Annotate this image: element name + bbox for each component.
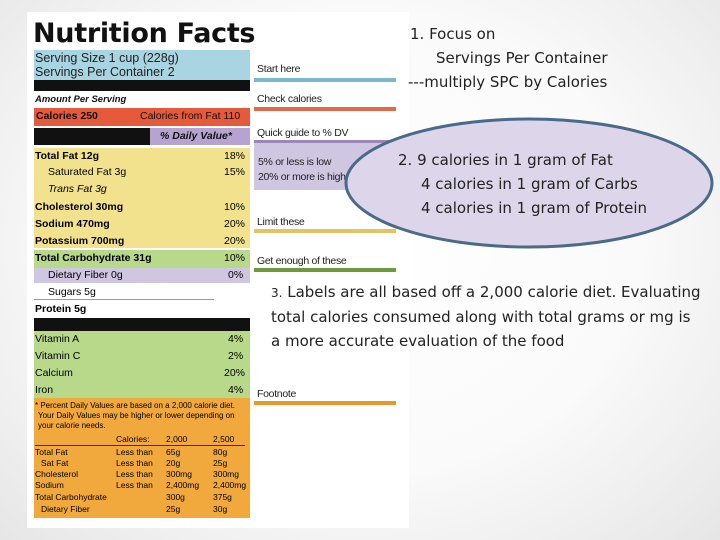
note3-text: 3. Labels are all based off a 2,000 calo… (271, 280, 701, 353)
footnote-line-3: your calorie needs. (38, 421, 106, 430)
pct-vitamin-a: 4% (228, 333, 244, 345)
serving-size: Serving Size 1 cup (228g) (35, 51, 179, 65)
band-enough (34, 250, 252, 268)
pct-sodium: 20% (224, 218, 246, 230)
pct-total-fat: 18% (224, 150, 246, 162)
callout-high: 20% or more is high (258, 171, 346, 183)
ft-row-0-a: 65g (166, 447, 181, 457)
row-saturated-fat: Saturated Fat 3g (48, 166, 127, 178)
vitamin-c: Vitamin C (35, 350, 81, 362)
ft-row-3-b: 2,400mg (213, 480, 247, 490)
callout-line-calories (254, 107, 396, 111)
ft-row-1-a: 20g (166, 458, 181, 468)
band-serving (34, 50, 252, 80)
ft-row-0-b: 80g (213, 447, 228, 457)
daily-value-header: % Daily Value* (160, 130, 232, 142)
label-divider (250, 50, 254, 520)
ft-row-4-name: Total Carbohydrate (35, 492, 107, 502)
note1-line2: Servings Per Container (436, 49, 608, 67)
label-title: Nutrition Facts (33, 18, 256, 49)
ft-row-0-name: Total Fat (35, 447, 68, 457)
band-fiber (34, 268, 252, 283)
callout-get-enough: Get enough of these (257, 255, 347, 267)
row-trans-fat: Trans Fat 3g (48, 183, 107, 195)
pct-saturated-fat: 15% (224, 166, 246, 178)
calcium: Calcium (35, 367, 73, 379)
note3-body: Labels are all based off a 2,000 calorie… (271, 283, 701, 350)
ft-row-2-a: 300mg (166, 469, 192, 479)
ft-row-4-a: 300g (166, 492, 185, 502)
row-sugars: Sugars 5g (48, 286, 96, 298)
callout-check-calories: Check calories (257, 93, 322, 105)
ft-row-5-b: 30g (213, 504, 228, 514)
amount-per-serving: Amount Per Serving (35, 94, 127, 105)
callout-line-footnote (254, 401, 396, 405)
row-dietary-fiber: Dietary Fiber 0g (48, 269, 123, 281)
note3-number: 3. (271, 286, 283, 300)
calories-from-fat: Calories from Fat 110 (140, 110, 241, 122)
pct-vitamin-c: 2% (228, 350, 244, 362)
servings-per-container: Servings Per Container 2 (35, 65, 175, 79)
row-protein: Protein 5g (35, 303, 87, 315)
row-total-fat: Total Fat 12g (35, 150, 99, 162)
band-amount (34, 80, 252, 91)
pct-total-carbohydrate: 10% (224, 252, 246, 264)
callout-line-limit (254, 229, 396, 233)
band-thick-rule (34, 318, 252, 331)
ft-rule (35, 445, 245, 446)
pct-dietary-fiber: 0% (228, 269, 244, 281)
ft-row-5-a: 25g (166, 504, 181, 514)
ft-row-0-q: Less than (116, 447, 153, 457)
band-vitamins (34, 331, 252, 398)
row-cholesterol: Cholesterol 30mg (35, 201, 124, 213)
callout-quick-guide: Quick guide to % DV (257, 127, 349, 139)
callout-line-enough (254, 268, 396, 272)
ft-row-5-name: Dietary Fiber (41, 504, 90, 514)
callout-start-here: Start here (257, 63, 301, 75)
ft-row-3-a: 2,400mg (166, 480, 200, 490)
note2-line1: 2. 9 calories in 1 gram of Fat (398, 151, 613, 169)
calories-value: Calories 250 (36, 110, 98, 122)
note2-line2: 4 calories in 1 gram of Carbs (421, 175, 638, 193)
ft-row-2-q: Less than (116, 469, 153, 479)
ft-row-1-name: Sat Fat (41, 458, 69, 468)
pct-cholesterol: 10% (224, 201, 246, 213)
ft-row-3-name: Sodium (35, 480, 64, 490)
band-calories (34, 108, 252, 126)
row-potassium: Potassium 700mg (35, 235, 125, 247)
ft-header-calories: Calories: (116, 434, 150, 444)
row-sodium: Sodium 470mg (35, 218, 110, 230)
vitamin-a: Vitamin A (35, 333, 80, 345)
ft-row-2-name: Cholesterol (35, 469, 78, 479)
pct-calcium: 20% (224, 367, 246, 379)
band-protein (34, 300, 252, 317)
note2-line3: 4 calories in 1 gram of Protein (421, 199, 648, 217)
footnote-line-1: * Percent Daily Values are based on a 2,… (35, 401, 235, 410)
callout-line-guide (254, 140, 396, 144)
callout-footnote: Footnote (257, 388, 297, 400)
row-total-carbohydrate: Total Carbohydrate 31g (35, 252, 152, 264)
ft-row-4-b: 375g (213, 492, 232, 502)
note1-line1: 1. Focus on (410, 25, 496, 43)
ft-row-1-q: Less than (116, 458, 153, 468)
note1-line3: ---multiply SPC by Calories (408, 73, 608, 91)
band-dv-header (150, 128, 252, 145)
ft-row-2-b: 300mg (213, 469, 239, 479)
band-footnote (34, 398, 252, 518)
pct-iron: 4% (228, 384, 244, 396)
pct-potassium: 20% (224, 235, 246, 247)
callout-line-start (254, 78, 396, 82)
callout-low: 5% or less is low (258, 156, 332, 168)
ft-header-2500: 2,500 (213, 434, 235, 444)
ft-row-1-b: 25g (213, 458, 228, 468)
callout-limit-these: Limit these (257, 216, 305, 228)
ft-row-3-q: Less than (116, 480, 153, 490)
band-sugars (34, 284, 214, 300)
band-limit (34, 148, 252, 248)
ft-header-2000: 2,000 (166, 434, 188, 444)
footnote-line-2: Your Daily Values may be higher or lower… (38, 411, 235, 420)
band-dv-left (34, 128, 150, 145)
iron: Iron (35, 384, 54, 396)
